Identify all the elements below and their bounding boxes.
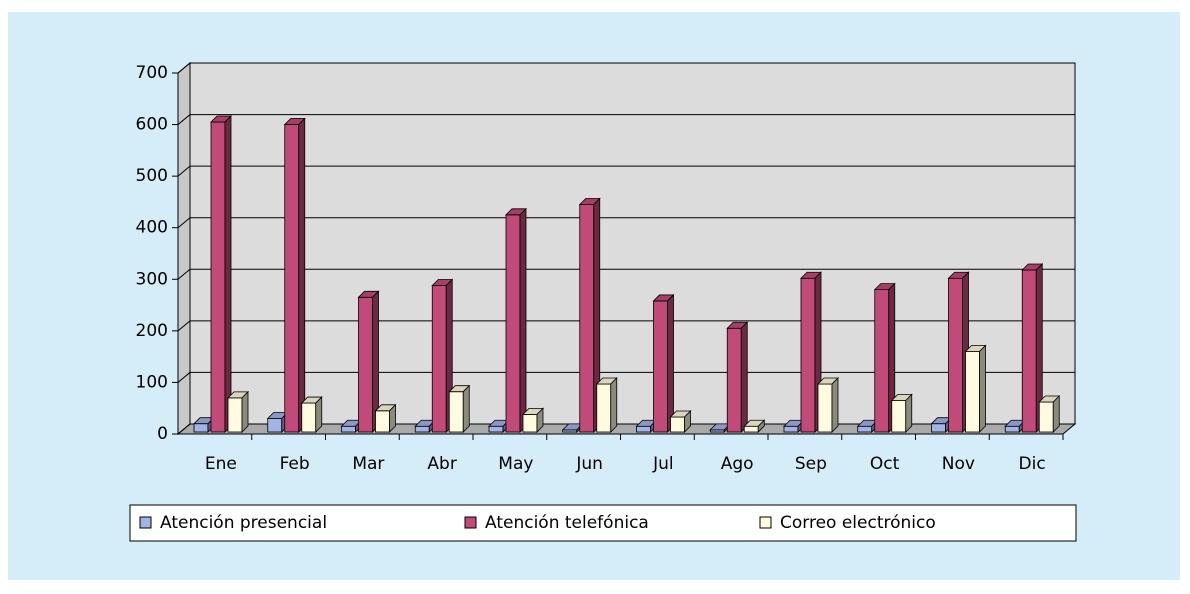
bar (857, 425, 873, 433)
legend-label: Atención presencial (160, 513, 327, 533)
bar-side (224, 115, 232, 433)
bar (817, 383, 833, 433)
legend-label: Atención telefónica (485, 513, 649, 533)
grid-line (177, 268, 1075, 280)
bar (743, 425, 759, 433)
grid-line (177, 114, 1075, 125)
bar (670, 416, 685, 433)
bar-side (610, 377, 618, 433)
bar (488, 425, 504, 433)
y-tick-label: 100 (136, 372, 168, 392)
bar (505, 214, 521, 433)
bar-side (905, 393, 913, 433)
bar (301, 402, 317, 433)
bar (267, 418, 283, 433)
legend-swatch (464, 516, 477, 529)
bar-side (1052, 395, 1060, 433)
legend-swatch (759, 516, 772, 529)
bar (874, 289, 890, 433)
x-tick-label: Abr (427, 454, 456, 474)
legend (129, 504, 1077, 542)
y-tick-label: 600 (136, 115, 168, 135)
bar (948, 277, 963, 433)
bar-side (740, 321, 748, 433)
bar (341, 425, 356, 433)
x-tick-label: Nov (942, 454, 975, 474)
legend-label: Correo electrónico (780, 513, 936, 533)
x-tick-label: Dic (1019, 454, 1046, 474)
bar (1038, 401, 1054, 433)
grid-line (177, 217, 1075, 229)
grid-line (177, 320, 1075, 332)
bar (931, 423, 946, 433)
bar (448, 391, 464, 433)
legend-swatch (139, 516, 152, 529)
bar-side (389, 403, 396, 433)
x-tick-label: Mar (352, 454, 384, 474)
bar (636, 425, 651, 433)
x-tick-label: Ene (205, 454, 237, 474)
bar-side (462, 384, 470, 433)
y-tick-label: 200 (136, 321, 168, 341)
bar-side (667, 293, 674, 433)
bar (1004, 425, 1020, 433)
bar (579, 204, 595, 433)
x-tick-label: Jul (652, 454, 674, 474)
bar (891, 400, 907, 433)
grid-line (177, 371, 1075, 383)
bar-side (979, 344, 986, 433)
bar (800, 277, 816, 433)
back-wall (189, 62, 1076, 425)
y-tick-label: 400 (136, 218, 168, 238)
bar-side (315, 396, 323, 433)
bar-side (241, 390, 249, 433)
bar (596, 383, 612, 433)
y-tick-label: 500 (136, 166, 168, 186)
bar (653, 300, 668, 433)
bar-side (757, 419, 765, 433)
x-tick-label: Sep (795, 454, 827, 474)
bar (375, 410, 390, 433)
x-tick-label: Jun (575, 454, 603, 474)
bar (726, 327, 742, 433)
y-tick-label: 300 (136, 269, 168, 289)
grid-line (177, 165, 1075, 177)
bar (783, 425, 799, 433)
bar (1021, 269, 1037, 433)
bar (227, 397, 243, 433)
bar-side (536, 407, 544, 433)
bar (431, 285, 447, 433)
bar (210, 121, 226, 433)
bar-side (684, 410, 691, 433)
side-wall (177, 61, 191, 436)
bar (358, 296, 373, 433)
bar (284, 124, 300, 433)
bar (965, 351, 980, 433)
bar (414, 425, 430, 433)
bar-side (519, 207, 527, 433)
grid-line (177, 423, 1075, 435)
bar (522, 414, 538, 433)
bar (193, 423, 209, 433)
grid-line (177, 62, 1075, 74)
x-tick-label: May (498, 454, 533, 474)
bar-side (298, 117, 306, 433)
y-tick-label: 700 (136, 63, 168, 83)
y-tick-label: 0 (157, 424, 168, 444)
x-tick-label: Feb (280, 454, 310, 474)
x-tick-label: Ago (721, 454, 754, 474)
bar-side (831, 377, 839, 433)
x-tick-label: Oct (870, 454, 900, 474)
